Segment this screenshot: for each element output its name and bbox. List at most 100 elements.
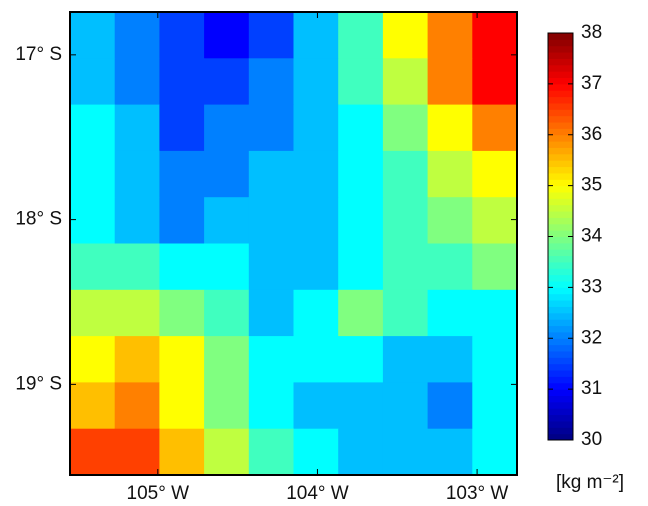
heatmap-cell [204,197,250,244]
y-tick-label: 19° S [15,373,62,394]
heatmap-cell [70,382,116,430]
heatmap-cell [472,289,518,337]
colorbar-segment [548,204,573,212]
x-tick-label: 103° W [446,483,509,504]
colorbar-tick-label: 31 [581,378,602,399]
colorbar-segment [548,401,573,409]
colorbar-segment [548,287,573,295]
colorbar-segment [548,83,573,91]
colorbar-segment [548,414,573,422]
heatmap-cell [204,336,250,383]
heatmap-cell [114,150,160,198]
heatmap-cell [427,197,473,244]
heatmap-cell [472,104,518,152]
heatmap-cell [248,104,294,152]
heatmap-cell [472,12,518,59]
heatmap-cell [293,197,339,244]
colorbar-segment [548,102,573,110]
heatmap-cell [204,243,250,291]
colorbar-segment [548,52,573,59]
heatmap-cell [293,428,339,476]
colorbar-segment [548,382,573,390]
heatmap-cell [338,197,384,244]
heatmap-cell [114,243,160,291]
heatmap-cell [293,289,339,337]
heatmap-cell [338,428,384,476]
heatmap-cell [70,197,116,244]
heatmap-cell [70,428,116,476]
heatmap-cell [114,58,160,106]
heatmap-cell [204,104,250,152]
heatmap-cell [382,428,429,476]
heatmap-cell [159,150,205,198]
colorbar-segment [548,45,573,53]
colorbar-segment [548,370,573,377]
heatmap-cell [338,243,384,291]
colorbar-segment [548,179,573,187]
heatmap-cell [427,12,473,59]
heatmap-cell [293,104,339,152]
heatmap-cell [427,382,473,430]
heatmap-cell [427,150,473,198]
colorbar-segment [548,249,573,257]
colorbar-segment [548,357,573,365]
heatmap-cell [248,150,294,198]
heatmap-cell [159,382,205,430]
heatmap-cell [248,243,294,291]
colorbar-segment [548,166,573,174]
colorbar-segment [548,255,573,263]
heatmap-cell [159,104,205,152]
heatmap-cell [248,58,294,106]
heatmap-cell [382,382,429,430]
heatmap-cell [248,428,294,476]
heatmap-cell [338,104,384,152]
colorbar-segment [548,153,573,161]
colorbar-segment [548,191,573,199]
colorbar-segment [548,350,573,358]
colorbar-segment [548,433,573,441]
colorbar-segment [548,115,573,123]
heatmap-cell [338,12,384,59]
heatmap-cell [338,150,384,198]
colorbar-tick-label: 30 [581,429,602,450]
heatmap-cell [70,104,116,152]
colorbar-segment [548,134,573,142]
colorbar-segment [548,185,573,193]
colorbar-segment [548,58,573,66]
heatmap-cell [382,289,429,337]
heatmap-cell [472,58,518,106]
heatmap-cell [472,336,518,383]
heatmap-cell [293,336,339,383]
colorbar-tick-label: 37 [581,73,602,94]
heatmap-cell [338,382,384,430]
x-tick-label: 104° W [286,483,349,504]
colorbar-segment [548,389,573,396]
heatmap-cell [70,150,116,198]
heatmap-cell [382,243,429,291]
heatmap-cell [159,336,205,383]
colorbar-segment [548,281,573,288]
heatmap-cell [159,243,205,291]
colorbar-segment [548,122,573,129]
heatmap-cell [114,382,160,430]
heatmap-cell [204,289,250,337]
heatmap-cell [114,336,160,383]
heatmap-cell [293,12,339,59]
colorbar-segment [548,293,573,301]
colorbar-segment [548,242,573,250]
heatmap-cell [159,12,205,59]
heatmap-cell [382,104,429,152]
colorbar-segment [548,96,573,104]
colorbar-tick-label: 32 [581,327,602,348]
heatmap-cell [70,243,116,291]
colorbar-segment [548,395,573,403]
heatmap-cell [427,336,473,383]
heatmap-cell [382,336,429,383]
heatmap-cell [427,104,473,152]
heatmap-cell [204,382,250,430]
heatmap-cell [338,336,384,383]
heatmap-cell [70,336,116,383]
heatmap-cell [248,336,294,383]
heatmap-cell [382,58,429,106]
